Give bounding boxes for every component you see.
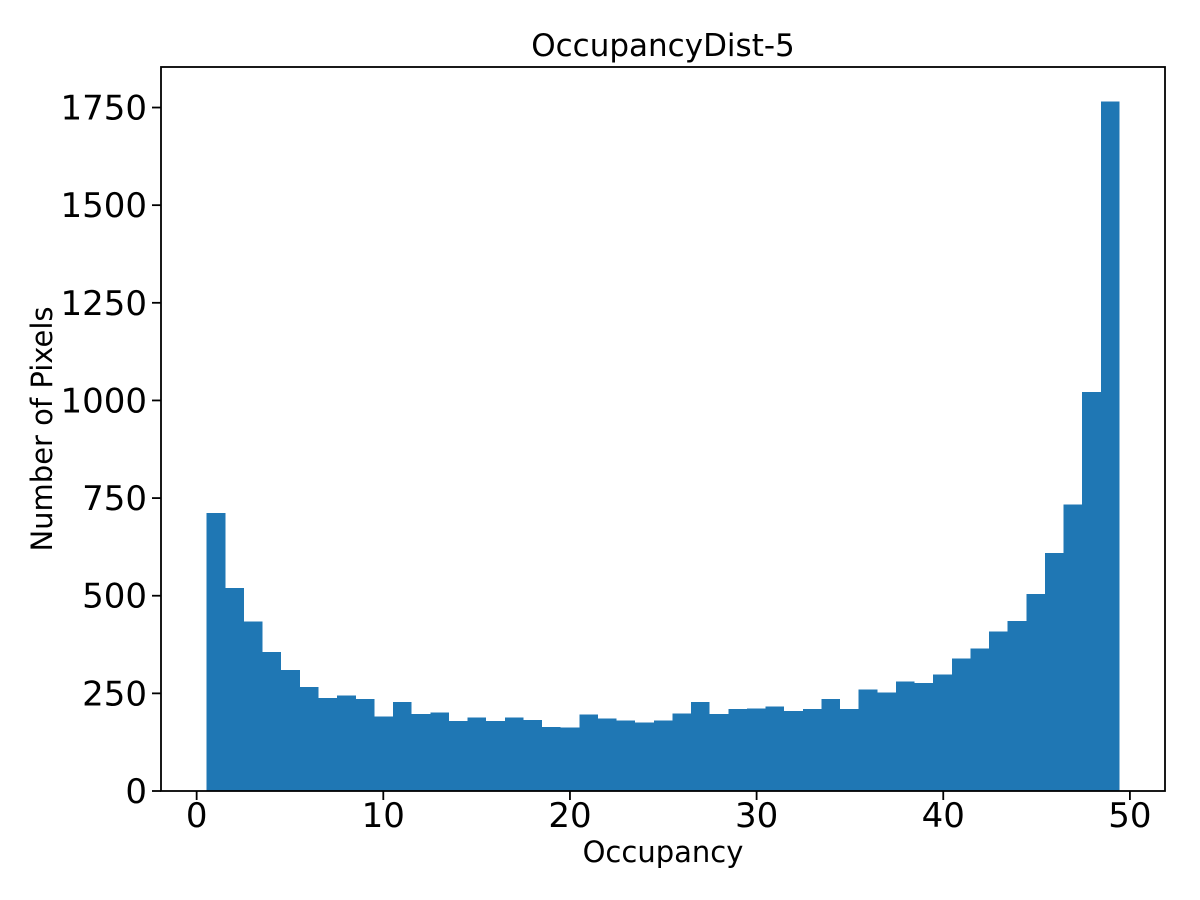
histogram-bar bbox=[728, 708, 747, 791]
histogram-bar bbox=[895, 681, 915, 791]
histogram-bar bbox=[858, 689, 878, 791]
histogram-bar bbox=[597, 718, 617, 791]
histogram-bar bbox=[243, 621, 263, 791]
histogram-bar bbox=[1026, 593, 1045, 791]
histogram-bar bbox=[802, 708, 822, 791]
histogram-bar bbox=[933, 674, 952, 791]
histogram-bar bbox=[970, 648, 990, 791]
y-tick-label: 750 bbox=[82, 479, 147, 519]
y-tick-label: 1750 bbox=[60, 89, 147, 129]
y-tick-label: 500 bbox=[82, 577, 147, 617]
x-tick-label: 50 bbox=[1108, 796, 1151, 836]
histogram-bar bbox=[672, 713, 692, 791]
histogram-bar bbox=[206, 512, 226, 791]
histogram-bar bbox=[579, 714, 598, 791]
y-tick-label: 1500 bbox=[60, 186, 147, 226]
histogram-bar bbox=[374, 716, 394, 791]
histogram-bar bbox=[989, 631, 1008, 791]
x-tick-label: 0 bbox=[186, 796, 208, 836]
y-tick-label: 1000 bbox=[60, 381, 147, 421]
x-tick-label: 30 bbox=[735, 796, 778, 836]
histogram-bar bbox=[337, 695, 356, 791]
y-tick-label: 0 bbox=[125, 772, 147, 812]
histogram-bar bbox=[523, 719, 543, 791]
histogram-bar bbox=[635, 722, 654, 791]
histogram-bar bbox=[486, 721, 505, 791]
histogram-bar bbox=[653, 720, 673, 791]
histogram-bar bbox=[318, 698, 338, 791]
histogram-bar bbox=[616, 720, 636, 791]
x-tick-label: 10 bbox=[362, 796, 405, 836]
histogram-bar bbox=[299, 687, 319, 791]
chart-title: OccupancyDist-5 bbox=[531, 28, 795, 64]
histogram-bar bbox=[951, 658, 971, 791]
histogram-bar bbox=[709, 714, 729, 791]
histogram-bar bbox=[914, 682, 934, 791]
histogram-bar bbox=[448, 721, 468, 791]
histogram-bar bbox=[560, 727, 580, 791]
y-tick-label: 1250 bbox=[60, 284, 147, 324]
histogram-bar bbox=[691, 701, 710, 791]
histogram-bar bbox=[467, 717, 487, 791]
histogram-bar bbox=[1044, 553, 1064, 791]
histogram-bar bbox=[1063, 504, 1083, 791]
histogram-bar bbox=[262, 651, 282, 791]
histogram-bars bbox=[206, 101, 1120, 792]
y-axis-ticks: 0 250 500 750 1000 1250 1500 1750 bbox=[60, 89, 161, 812]
x-axis-ticks: 0 10 20 30 40 50 bbox=[186, 791, 1152, 836]
histogram-bar bbox=[430, 712, 449, 791]
histogram-bar bbox=[393, 701, 412, 791]
histogram-bar bbox=[840, 708, 859, 791]
histogram-bar bbox=[746, 708, 766, 791]
histogram-bar bbox=[225, 587, 244, 791]
histogram-bar bbox=[411, 714, 431, 791]
histogram-bar bbox=[1100, 101, 1120, 792]
histogram-bar bbox=[765, 706, 785, 791]
histogram-bar bbox=[504, 717, 524, 791]
histogram-bar bbox=[877, 692, 896, 791]
histogram-bar bbox=[355, 699, 375, 791]
plot-area bbox=[160, 66, 1166, 792]
histogram-bar bbox=[281, 669, 300, 791]
y-tick-label: 250 bbox=[82, 674, 147, 714]
histogram-bar bbox=[821, 699, 841, 791]
histogram-bar bbox=[784, 710, 803, 791]
histogram-bar bbox=[542, 726, 561, 791]
histogram-bar bbox=[1007, 621, 1027, 791]
x-tick-label: 20 bbox=[548, 796, 591, 836]
x-tick-label: 40 bbox=[922, 796, 965, 836]
x-axis-label: Occupancy bbox=[583, 835, 744, 869]
y-axis-label: Number of Pixels bbox=[25, 306, 59, 551]
histogram-bar bbox=[1082, 391, 1101, 791]
